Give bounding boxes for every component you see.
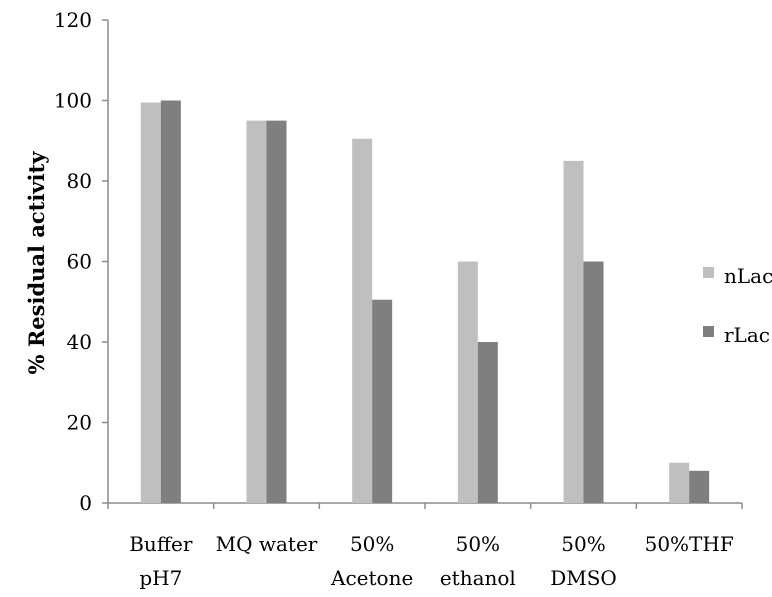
x-category-label: 50% DMSO <box>550 532 617 590</box>
legend-swatch-rlac <box>703 326 714 337</box>
y-tick-label: 120 <box>54 8 92 32</box>
y-tick-label: 20 <box>67 411 92 435</box>
y-tick-label: 40 <box>67 330 92 354</box>
bar-nlac-2 <box>352 138 373 504</box>
x-category-label: Buffer pH7 <box>129 532 193 590</box>
legend: nLac rLac <box>703 264 772 347</box>
x-category-label: 50% Acetone <box>330 532 413 590</box>
bar-rlac-2 <box>372 299 393 503</box>
bar-rlac-4 <box>583 261 604 503</box>
y-tick-label: 100 <box>54 89 92 113</box>
bar-nlac-1 <box>246 120 267 503</box>
y-tick-label: 0 <box>79 491 92 515</box>
legend-label-nlac: nLac <box>724 264 772 288</box>
legend-swatch-nlac <box>703 267 714 278</box>
x-category-label: 50% ethanol <box>440 532 516 590</box>
bar-nlac-3 <box>457 261 478 503</box>
bars <box>140 100 710 504</box>
bar-rlac-3 <box>477 342 498 503</box>
bar-rlac-5 <box>689 470 710 503</box>
bar-nlac-0 <box>140 102 161 503</box>
x-category-label: 50%THF <box>645 532 734 556</box>
y-axis-title: % Residual activity <box>24 151 49 375</box>
x-axis: Buffer pH7 MQ water 50% Acetone 50% ethanol 50%… <box>107 502 743 590</box>
y-tick-label: 60 <box>67 250 92 274</box>
legend-label-rlac: rLac <box>724 323 770 347</box>
bar-nlac-5 <box>669 462 690 503</box>
y-tick-label: 80 <box>67 169 92 193</box>
bar-rlac-0 <box>160 100 181 503</box>
x-category-label: MQ water <box>216 532 318 556</box>
y-axis: 0 20 40 60 80 100 120 <box>54 8 109 515</box>
bar-rlac-1 <box>266 120 287 503</box>
bar-nlac-4 <box>563 160 584 503</box>
